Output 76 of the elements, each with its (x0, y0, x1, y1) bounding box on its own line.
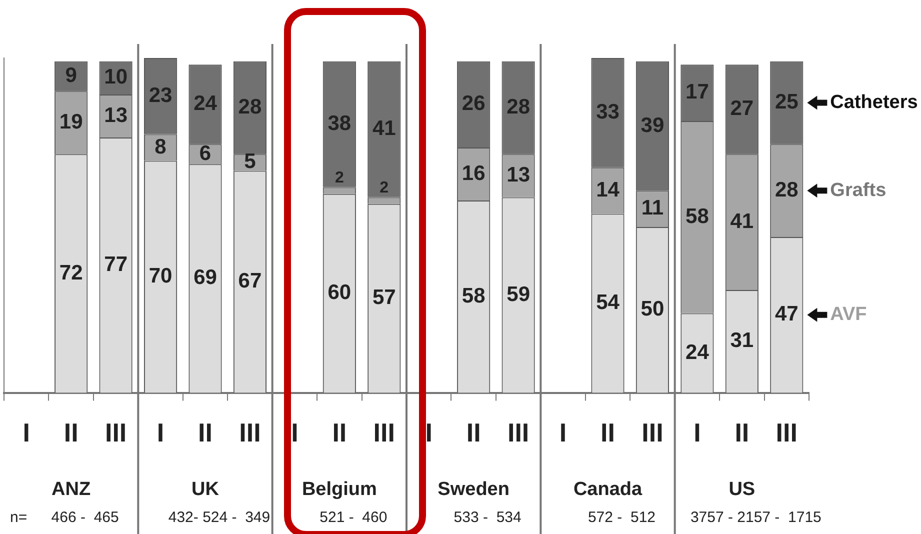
data-label: 58 (686, 204, 710, 228)
x-tick-label: I (22, 418, 30, 448)
text: 432- 524 - 349 (168, 509, 270, 526)
x-tick-label: I (559, 418, 567, 448)
text: Belgium (302, 479, 377, 500)
data-label: 39 (640, 114, 664, 137)
text: ANZ (52, 479, 91, 500)
data-label: 2 (334, 170, 344, 187)
data-label: 11 (641, 196, 664, 220)
data-label: 14 (596, 178, 620, 202)
data-label: 9 (65, 64, 77, 88)
data-label: 31 (730, 329, 754, 352)
data-label: 38 (328, 112, 352, 136)
x-tick-label: II (600, 418, 615, 448)
x-tick-label: II (198, 418, 212, 448)
x-tick-label: III (373, 418, 395, 448)
data-label: 69 (194, 266, 217, 290)
data-label: 13 (104, 104, 128, 127)
x-tick-label: I (694, 418, 701, 448)
x-tick-label: II (64, 418, 78, 448)
x-tick-label: I (291, 418, 298, 448)
data-label: 5 (244, 150, 256, 174)
data-label: 57 (372, 286, 396, 310)
data-label: 6 (199, 142, 212, 165)
data-label: 41 (730, 210, 754, 233)
text: Canada (573, 479, 642, 500)
text: 572 - 512 (588, 509, 656, 526)
data-label: 19 (59, 110, 83, 134)
series-label: AVF (830, 304, 867, 326)
data-label: 72 (59, 261, 83, 284)
x-tick-label: III (507, 418, 530, 448)
data-label: 2 (380, 180, 389, 197)
text: US (728, 479, 756, 500)
data-label: 23 (148, 84, 172, 107)
x-tick-label: III (776, 418, 798, 448)
data-label: 8 (154, 135, 167, 158)
text: 521 - 460 (320, 509, 388, 526)
data-label: 27 (730, 97, 754, 120)
x-tick-label: II (734, 418, 750, 448)
text: 533 - 534 (454, 509, 522, 526)
data-label: 24 (686, 340, 710, 364)
x-tick-label: III (104, 418, 127, 448)
x-tick-label: III (239, 418, 261, 448)
data-label: 47 (774, 302, 798, 326)
text: 3757 - 2157 - 1715 (690, 509, 822, 526)
data-label: 54 (596, 291, 620, 314)
x-tick-label: II (466, 418, 481, 448)
series-label: Catheters (830, 92, 918, 113)
data-label: 28 (238, 96, 262, 119)
data-label: 60 (328, 281, 352, 304)
data-label: 67 (238, 270, 262, 293)
data-label: 59 (506, 282, 530, 306)
data-label: 50 (640, 298, 664, 321)
text: Sweden (438, 479, 510, 500)
data-label: 10 (104, 66, 128, 89)
data-label: 25 (774, 90, 799, 114)
x-tick-label: III (642, 418, 664, 448)
data-label: 28 (506, 96, 530, 119)
text: n= (10, 509, 28, 526)
data-label: 26 (462, 92, 486, 116)
data-label: 58 (462, 284, 486, 308)
x-tick-label: I (156, 418, 164, 448)
data-label: 13 (506, 163, 530, 186)
data-label: 16 (462, 162, 486, 185)
data-label: 77 (104, 252, 128, 276)
data-label: 28 (774, 178, 799, 202)
data-label: 33 (596, 100, 620, 124)
data-label: 41 (372, 117, 396, 140)
text: UK (192, 479, 220, 500)
data-label: 17 (686, 80, 709, 104)
series-label: Grafts (830, 180, 886, 201)
data-label: 70 (148, 264, 172, 288)
x-tick-label: I (425, 418, 432, 448)
text: 466 - 465 (51, 509, 119, 526)
data-label: 24 (194, 92, 218, 116)
x-tick-label: II (332, 418, 347, 448)
